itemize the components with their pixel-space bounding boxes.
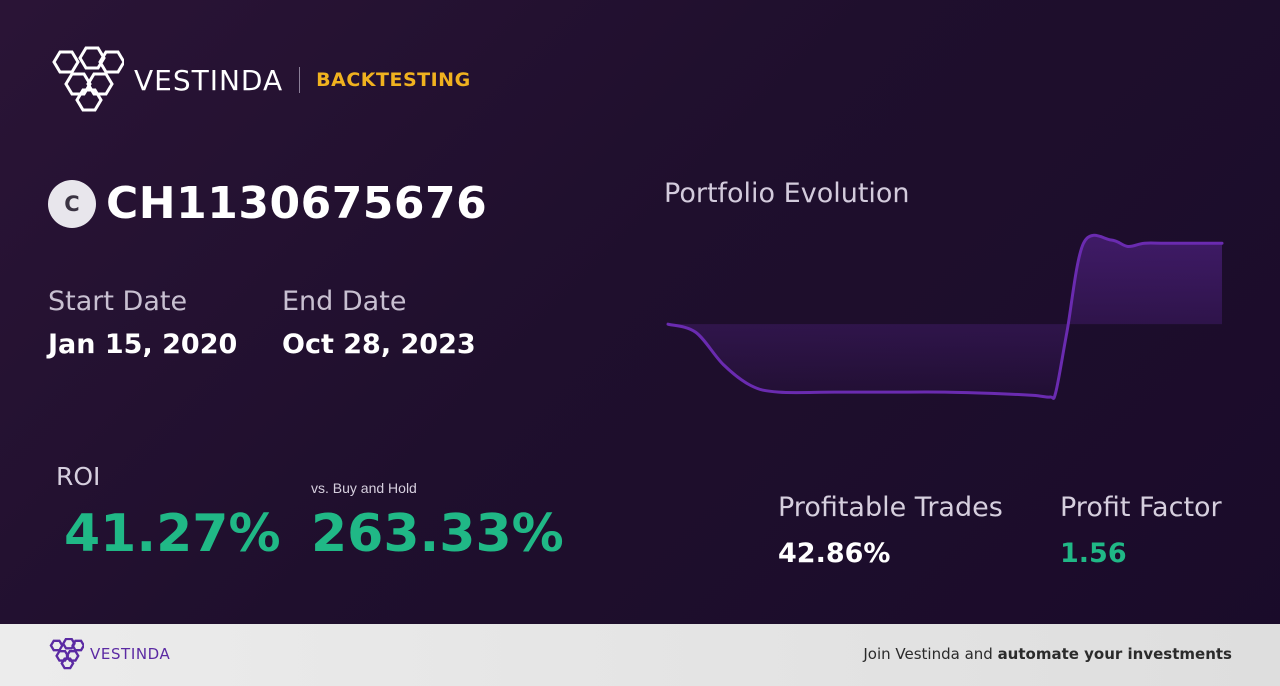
roi-value: 41.27% [64,504,281,564]
chart-title: Portfolio Evolution [664,178,910,209]
footer: VESTINDA Join Vestinda and automate your… [0,624,1280,686]
header-divider [299,67,301,93]
profitable-trades-label: Profitable Trades [778,492,1003,523]
header: VESTINDA BACKTESTING [48,46,471,114]
end-date-block: End Date Oct 28, 2023 [282,286,476,360]
end-date-value: Oct 28, 2023 [282,329,476,360]
footer-hexagon-logo-icon [49,638,84,670]
chart-series-line [666,233,1224,400]
footer-brand: VESTINDA [90,645,171,663]
portfolio-chart [666,233,1224,400]
start-date-block: Start Date Jan 15, 2020 [48,286,237,360]
asset-id: CH1130675676 [106,178,488,229]
profit-factor-value: 1.56 [1060,538,1127,569]
profit-factor-label: Profit Factor [1060,492,1222,523]
footer-cta-prefix: Join Vestinda and [863,645,998,663]
chart-area-fill [668,235,1222,399]
buy-hold-label: vs. Buy and Hold [311,480,417,496]
asset-badge: C [48,179,96,228]
start-date-value: Jan 15, 2020 [48,329,238,360]
end-date-label: End Date [282,286,407,317]
footer-cta-bold: automate your investments [997,645,1232,663]
start-date-label: Start Date [48,286,188,317]
roi-label: ROI [56,462,101,491]
buy-hold-value: 263.33% [311,504,564,564]
section-tag: BACKTESTING [316,69,471,91]
brand-name: VESTINDA [134,63,284,97]
profitable-trades-value: 42.86% [778,538,891,569]
hexagon-cluster-logo-icon [52,46,124,112]
asset-heading: C CH1130675676 [48,178,487,229]
footer-cta[interactable]: Join Vestinda and automate your investme… [863,645,1232,663]
